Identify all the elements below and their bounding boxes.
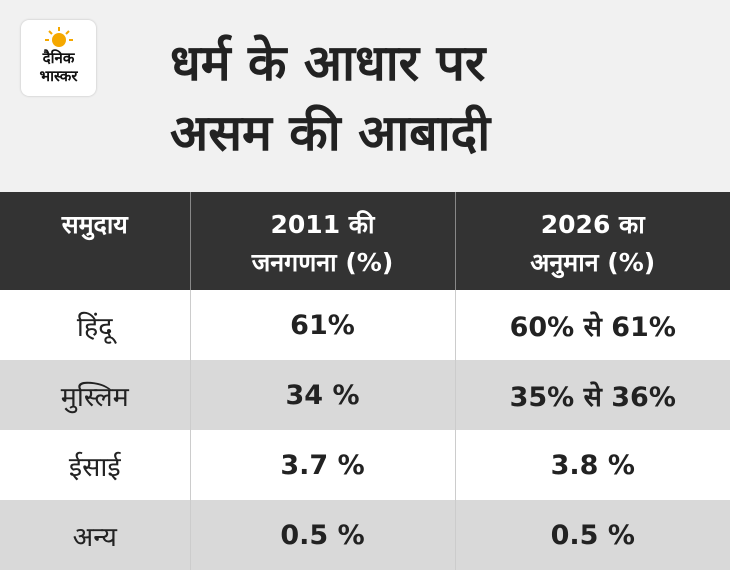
value-cell: 0.5 % <box>189 500 455 570</box>
value-cell: 34 % <box>189 360 455 430</box>
title-line: धर्म के आधार पर <box>170 34 486 92</box>
table-row: मुस्लिम 34 % 35% से 36% <box>0 360 730 430</box>
community-cell: ईसाई <box>68 451 121 483</box>
community-cell: मुस्लिम <box>0 360 190 430</box>
column-header-text: 2026 का अनुमान (%) <box>530 210 656 277</box>
value-cell: 60% से 61% <box>454 290 730 360</box>
value-cell: 3.8 % <box>454 430 730 500</box>
title-line: असम की आबादी <box>170 104 491 162</box>
value-cell: 0.5 % <box>454 500 730 570</box>
title: धर्म के आधार पर असम की आबादी <box>170 28 490 168</box>
table-body: हिंदू 61% 60% से 61% मुस्लिम 34 % 35% से 36% ई… <box>0 290 730 570</box>
table: समुदाय 2011 की जनगणना (%) 2026 का अनुमान… <box>0 192 730 570</box>
community-cell: अन्य <box>0 500 190 570</box>
value-cell: 3.7 % <box>189 430 455 500</box>
table-row: ईसाई 3.7 % 3.8 % <box>0 430 730 500</box>
value-cell: 35% से 36% <box>454 360 730 430</box>
value-cell: 61% <box>189 290 455 360</box>
logo-text: भास्कर <box>39 67 78 85</box>
community-cell: हिंदू <box>76 311 113 343</box>
logo-text: दैनिक <box>42 49 75 67</box>
logo: दैनिक भास्कर <box>21 20 96 96</box>
header: दैनिक भास्कर धर्म के आधार पर असम की आबाद… <box>0 0 730 192</box>
column-header: 2026 का अनुमान (%) <box>454 192 730 290</box>
table-row: हिंदू 61% 60% से 61% <box>0 290 730 360</box>
header-row: समुदाय 2011 की जनगणना (%) 2026 का अनुमान… <box>0 192 730 290</box>
column-header: समुदाय <box>0 192 190 290</box>
column-header: 2011 की जनगणना (%) <box>189 192 455 290</box>
table-row: अन्य 0.5 % 0.5 % <box>0 500 730 570</box>
column-header-text: 2011 की जनगणना (%) <box>251 210 394 277</box>
logo-sun <box>45 27 73 47</box>
